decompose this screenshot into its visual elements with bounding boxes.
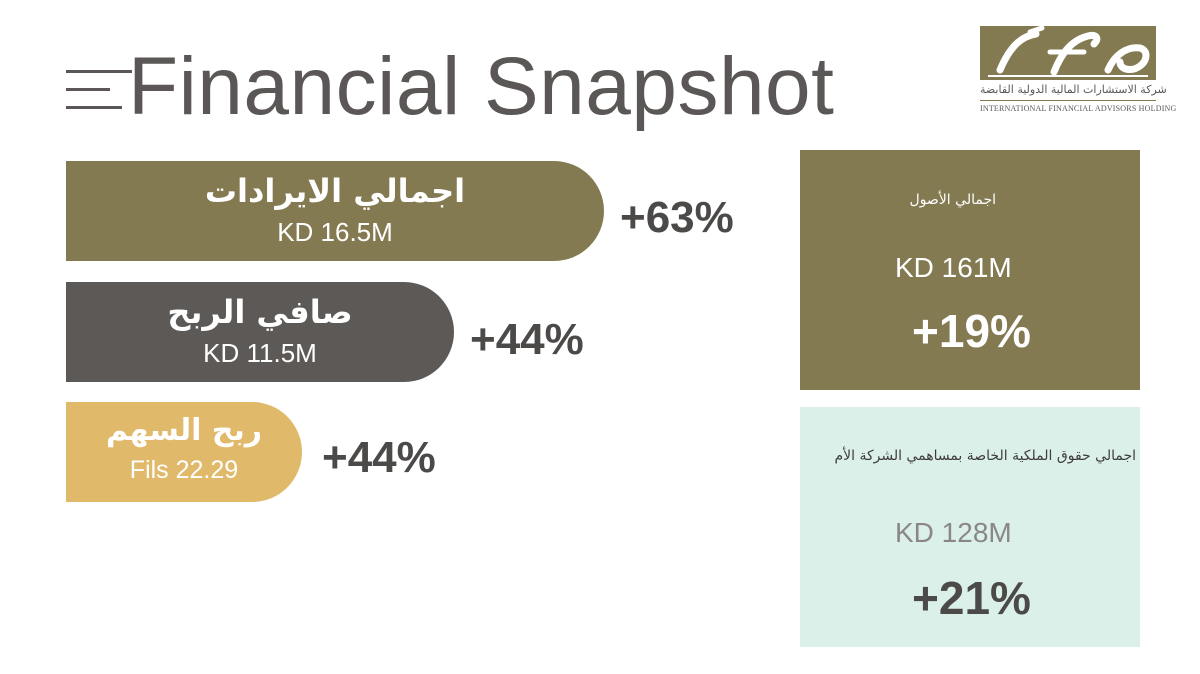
total-assets-card: اجمالي الأصول KD 161M +19% xyxy=(800,150,1140,390)
eps-label: ربح السهم xyxy=(105,413,262,448)
page-title: Financial Snapshot xyxy=(128,41,835,132)
eps-pill: ربح السهم Fils 22.29 xyxy=(66,402,302,502)
revenue-label: اجمالي الايرادات xyxy=(204,172,466,210)
equity-label: اجمالي حقوق الملكية الخاصة بمساهمي الشرك… xyxy=(834,448,1136,464)
total-assets-label: اجمالي الأصول xyxy=(909,192,996,208)
net-profit-pill: صافي الربح KD 11.5M xyxy=(66,282,454,382)
title-lines-icon xyxy=(66,66,132,110)
eps-change: +44% xyxy=(322,433,436,482)
net-profit-change: +44% xyxy=(470,315,584,364)
total-assets-value: KD 161M xyxy=(895,252,1012,283)
equity-card: اجمالي حقوق الملكية الخاصة بمساهمي الشرك… xyxy=(800,407,1140,647)
revenue-pill: اجمالي الايرادات KD 16.5M xyxy=(66,161,604,261)
ifa-logo-mark-icon xyxy=(980,25,1156,80)
eps-value: Fils 22.29 xyxy=(129,456,239,484)
net-profit-label: صافي الربح xyxy=(167,293,353,331)
equity-change: +21% xyxy=(912,572,1031,624)
company-logo: شركة الاستشارات المالية الدولية القابضة … xyxy=(980,25,1177,118)
logo-arabic-name: شركة الاستشارات المالية الدولية القابضة xyxy=(980,83,1167,96)
logo-divider xyxy=(980,100,1156,101)
net-profit-value: KD 11.5M xyxy=(203,338,317,368)
logo-english-name: INTERNATIONAL FINANCIAL ADVISORS HOLDING xyxy=(980,104,1177,113)
revenue-value: KD 16.5M xyxy=(277,217,393,247)
total-assets-change: +19% xyxy=(912,305,1031,357)
revenue-change: +63% xyxy=(620,193,734,242)
equity-value: KD 128M xyxy=(895,517,1012,548)
